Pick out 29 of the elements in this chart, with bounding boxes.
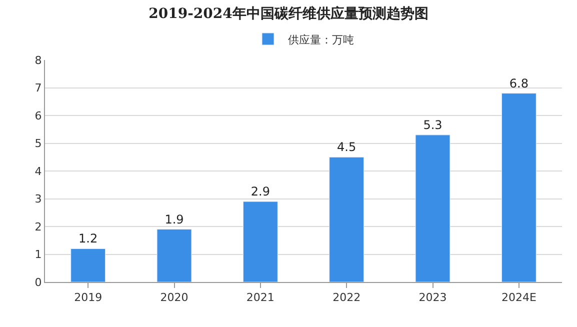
data-label: 5.3 [423, 118, 442, 132]
data-label: 4.5 [337, 140, 356, 154]
bar [329, 156, 364, 282]
data-label: 1.9 [164, 212, 184, 226]
y-tick-label: 2 [34, 220, 42, 234]
bar [242, 201, 278, 282]
y-tick-label: 6 [34, 109, 42, 122]
y-tick-label: 1 [34, 248, 42, 262]
bar [501, 93, 536, 282]
x-tick-label: 2021 [246, 291, 274, 304]
y-tick-label: 0 [34, 276, 42, 289]
bar [415, 134, 450, 282]
legend-label: 供应量：万吨 [288, 33, 354, 46]
x-tick-label: 2023 [418, 291, 447, 304]
y-tick-label: 7 [34, 82, 42, 95]
data-label: 1.2 [78, 232, 98, 246]
x-tick-label: 2022 [332, 291, 361, 304]
chart-title: 2019-2024年中国碳纤维供应量预测趋势图 [148, 4, 428, 22]
data-label: 2.9 [250, 184, 270, 199]
x-tick-label: 2019 [74, 291, 102, 304]
y-tick-label: 8 [34, 54, 42, 67]
y-tick-label: 5 [34, 137, 42, 150]
y-tick-label: 4 [34, 164, 42, 178]
x-tick-label: 2024E [501, 291, 536, 304]
data-label: 6.8 [509, 76, 528, 90]
x-tick-label: 2020 [160, 291, 188, 304]
y-tick-label: 3 [34, 192, 42, 206]
bar [70, 248, 106, 282]
bar [156, 229, 192, 282]
